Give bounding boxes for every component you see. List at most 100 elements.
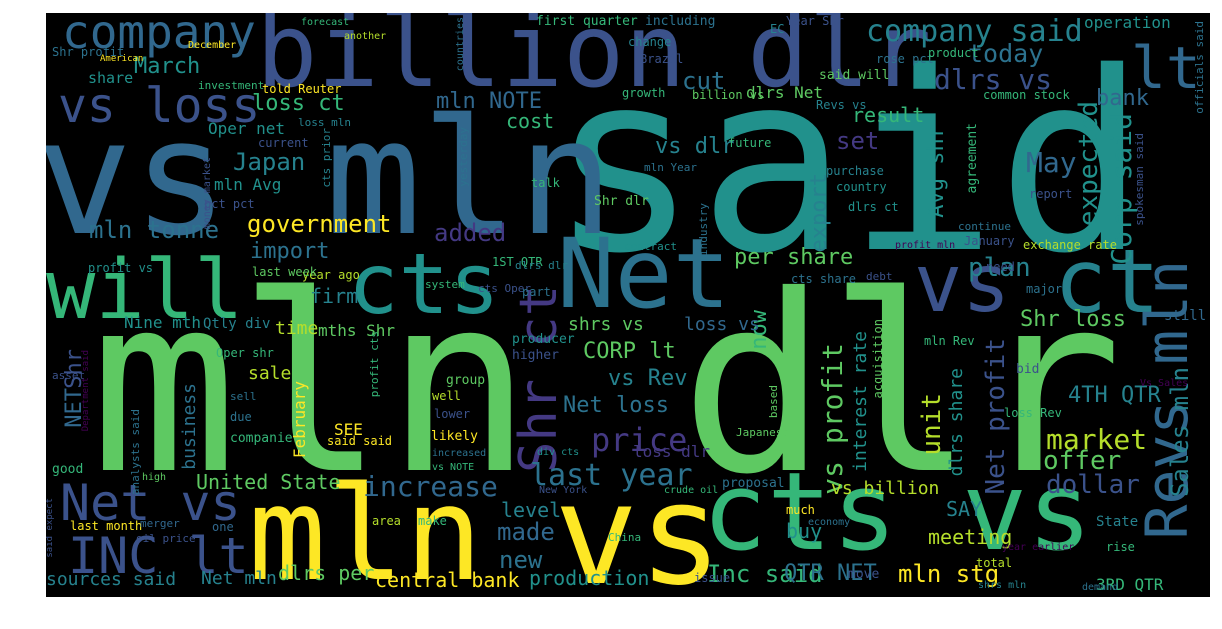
word-billion-vs: billion vs: [692, 88, 765, 102]
word-companie: companie: [230, 431, 293, 446]
word-including: including: [645, 14, 716, 29]
word-made: made: [497, 518, 555, 546]
word-vs-dlr: vs dlr: [655, 134, 735, 159]
word-countries: countries: [455, 17, 466, 72]
word-january: January: [964, 234, 1015, 248]
word-say: SAY: [946, 497, 983, 521]
word-profit-cts: profit cts: [368, 331, 381, 398]
word-may: May: [1026, 146, 1077, 179]
word-proposal: proposal: [722, 476, 785, 491]
word-pct-pct: pct pct: [204, 197, 255, 211]
word-one: one: [212, 520, 234, 534]
word-shr-loss: Shr loss: [1020, 307, 1126, 332]
word-shr-dlr: Shr dlr: [594, 194, 649, 209]
word-avg-shr: Avg shr: [924, 125, 949, 218]
word-vs-right: vs: [914, 237, 1011, 330]
word-debt: debt: [866, 270, 893, 283]
word-told-reuter: told Reuter: [262, 82, 342, 96]
word-mln-rev: mln Rev: [924, 334, 975, 348]
word-brazil: Brazil: [640, 52, 684, 66]
word-purchase: purchase: [826, 164, 884, 178]
word-sale: sale: [248, 363, 292, 384]
word-cost: cost: [506, 109, 555, 133]
word-import: import: [250, 239, 330, 264]
word-high: high: [142, 472, 167, 483]
word-vs-billion: vs billion: [831, 478, 940, 499]
word-price: price: [591, 421, 688, 459]
word-company-said: company said: [866, 14, 1083, 49]
word-growth: growth: [622, 86, 666, 100]
word-mln-bottom: mln: [248, 458, 483, 597]
word-3rd-qtr: 3RD QTR: [1096, 575, 1164, 594]
word-oper-shr: Oper shr: [216, 346, 274, 360]
word-profit-mln: profit mln: [895, 240, 956, 251]
word-dlrs-net: dlrs Net: [746, 83, 824, 102]
word-set: set: [836, 127, 880, 155]
word-department-said: Department said: [81, 350, 91, 432]
word-producer: producer: [512, 332, 575, 347]
word-firm: firm: [310, 284, 359, 308]
word-shrs-vs: shrs vs: [568, 314, 644, 335]
word-government: government: [247, 210, 392, 238]
word-total: total: [976, 556, 1013, 570]
word-report: report: [1029, 187, 1073, 201]
word-net-vs: Net vs: [60, 474, 241, 532]
word-continue: continue: [958, 220, 1011, 233]
word-net-mln: Net mln: [201, 568, 277, 589]
word-good: good: [52, 462, 84, 477]
word-spokesman-said: spokesman said: [1133, 133, 1146, 226]
word-mln-stg: mln stg: [898, 560, 1000, 588]
word-exchange-rate: exchange rate: [1023, 238, 1117, 252]
word-dollar: dollar: [1046, 470, 1140, 500]
word-increase: increase: [363, 470, 498, 503]
word-industry: industry: [697, 203, 710, 256]
word-bank: bank: [1096, 86, 1149, 111]
word-talk: talk: [531, 176, 560, 190]
word-sources-said: sources said: [46, 569, 177, 590]
word-meeting: meeting: [928, 525, 1013, 549]
word-system: system: [425, 278, 465, 291]
word-loss-ct: loss ct: [252, 91, 345, 116]
word-acquisition: acquisition: [871, 319, 885, 399]
word-group: group: [446, 373, 486, 388]
word-inc-lt: INC lt: [68, 527, 249, 585]
word-cts-mid: cts: [348, 235, 500, 333]
word-december: December: [188, 40, 237, 51]
word-div-cts: div cts: [537, 447, 580, 458]
word-contract: contract: [624, 240, 677, 253]
word-shrs-mln: shrs mln: [978, 580, 1027, 591]
word-cts-share: cts share: [791, 272, 857, 286]
word-product: product: [928, 46, 979, 60]
word-lower: lower: [434, 407, 471, 421]
word-operation: operation: [1084, 13, 1171, 32]
word-vs-yellow: vs: [554, 454, 723, 598]
word-1st-qtr: 1ST QTR: [492, 255, 543, 269]
word-central-bank: central bank: [375, 568, 520, 592]
word-part: part: [522, 285, 551, 299]
word-net-large: Net: [557, 218, 731, 330]
word-said-expect: said expect: [46, 498, 55, 558]
word-much: much: [786, 503, 815, 517]
word-agreement: agreement: [965, 123, 980, 194]
word-country: country: [836, 180, 887, 194]
word-officials-said: officials said: [1193, 21, 1206, 114]
word-loss-vs: loss vs: [684, 314, 760, 335]
word-united-state: United State: [196, 470, 341, 494]
word-result: result: [852, 103, 925, 127]
word-vs-note: vs NOTE: [432, 462, 475, 473]
word-another: another: [344, 31, 387, 42]
word-said: said: [549, 20, 1147, 308]
word-said-will: said will: [819, 68, 890, 83]
word-cut: cut: [682, 67, 726, 95]
word-ct: ct: [1054, 230, 1160, 333]
word-shr-profit: Shr profit: [52, 45, 125, 59]
word-still: still: [1164, 308, 1207, 324]
word-today: today: [968, 39, 1044, 68]
word-loss-rev: loss Rev: [1004, 406, 1062, 420]
word-qtr-net: QTR NET: [784, 561, 877, 586]
word-lt: lt: [1131, 34, 1201, 102]
word-first-quarter: first quarter: [536, 14, 638, 29]
word-buy: buy: [786, 519, 823, 543]
word-well: well: [432, 389, 461, 403]
word-february: February: [290, 381, 309, 459]
